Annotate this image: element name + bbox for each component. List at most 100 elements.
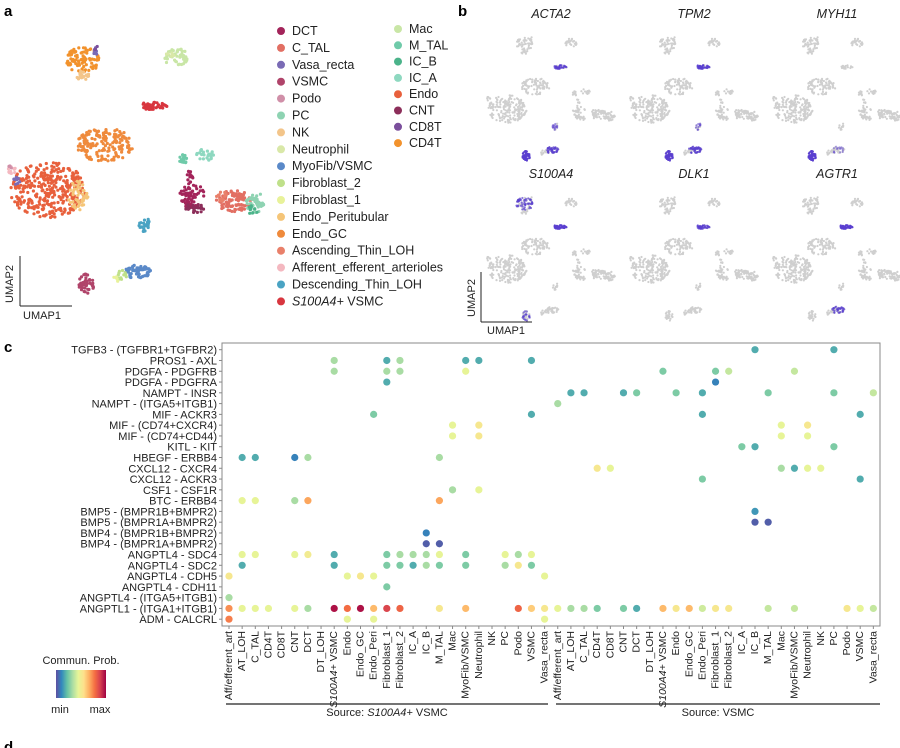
cell-point [512,118,515,121]
legend-label: Neutrophil [292,142,349,156]
cell-point [547,309,550,312]
umap-cell-point [70,176,74,181]
cell-point [486,99,489,102]
legend-swatch [277,297,285,306]
umap-cell-point [207,152,211,156]
cell-point [578,101,581,104]
umap-cell-point [30,201,34,205]
cell-point [866,116,870,119]
cell-point [717,252,720,255]
umap-cell-point [249,207,253,211]
umap-cell-point [93,47,97,51]
umap-cell-point [49,177,53,181]
umap-cell-point [19,202,23,206]
cell-point [488,262,491,265]
cell-point [497,273,500,276]
umap-cell-point [78,208,82,212]
cell-point [498,117,502,120]
umap-cell-point [93,137,97,141]
umap-cell-point [42,198,47,202]
cell-point [645,265,648,268]
umap-cell-point [199,206,203,210]
umap-cell-point [217,193,221,197]
umap-cell-point [233,209,237,214]
cell-point [527,37,530,40]
cell-point [716,202,719,205]
cell-point [504,259,507,262]
expressing-cell-point [565,66,568,69]
cell-point [525,244,529,247]
cell-point [586,92,589,95]
cell-point [809,203,812,206]
expressing-cell-point [521,208,524,211]
cell-point [530,40,533,43]
umap-cell-point [161,106,165,110]
cell-point [528,47,531,50]
cell-point [610,275,613,278]
expressing-cell-point [814,155,817,158]
legend-swatch [394,57,402,66]
cell-point [736,272,739,276]
umap-cell-point [94,66,98,70]
cell-point [576,258,579,261]
umap-cell-point [106,159,110,163]
cell-point [714,251,718,254]
cell-point [672,42,675,45]
expressing-cell-point [520,201,523,204]
cell-point [741,275,744,279]
cell-point [708,44,711,47]
umap-cell-point [54,208,58,213]
cell-point [499,263,502,266]
expressing-cell-point [517,199,521,202]
umap-cell-point [134,268,138,272]
cell-point [649,119,653,122]
cell-point [656,114,659,117]
expressing-cell-point [839,151,842,154]
cell-point [670,42,673,45]
cell-point [851,44,854,47]
cell-point [674,80,677,83]
expressing-cell-point [551,125,554,128]
umap-cell-point [121,156,125,160]
cell-point [838,124,841,127]
umap-cell-point [248,211,252,215]
umap-cell-point [116,135,120,139]
umap-cell-point [191,176,195,180]
legend-item: Mac [394,22,433,36]
umap-cell-point [85,51,89,55]
umap-cell-point [32,175,36,179]
cell-point [660,199,664,202]
cell-point [502,112,505,115]
umap-cell-point [221,198,225,202]
umap-cell-point [165,104,169,108]
cell-point [529,42,532,45]
legend-item: Ascending_Thin_LOH [277,244,414,258]
umap-cell-point [191,203,195,207]
umap-cell-point [199,203,203,207]
cell-point [486,256,489,259]
cell-point [542,239,545,242]
umap-cell-point [148,106,152,110]
cell-point [492,268,495,272]
umap-cell-point [39,163,43,168]
cell-point [495,109,498,112]
cell-point [513,106,516,109]
cell-point [507,102,510,105]
legend-label: Fibroblast_2 [292,176,361,190]
umap-cell-point [64,190,68,195]
cell-point [583,277,586,280]
cell-point [529,237,532,241]
legend-label: VSMC [292,75,328,89]
umap-cell-point [143,267,147,271]
expressing-cell-point [701,224,704,228]
legend-label: Fibroblast_1 [292,193,361,207]
umap-cell-point [128,266,132,270]
umap-cell-point [77,203,81,207]
cell-point [502,265,505,268]
cell-point [753,275,756,278]
expressing-cell-point [835,145,838,148]
cell-point [725,115,728,118]
cell-point [536,79,540,83]
umap-cell-point [57,167,61,171]
cell-point [698,309,702,312]
